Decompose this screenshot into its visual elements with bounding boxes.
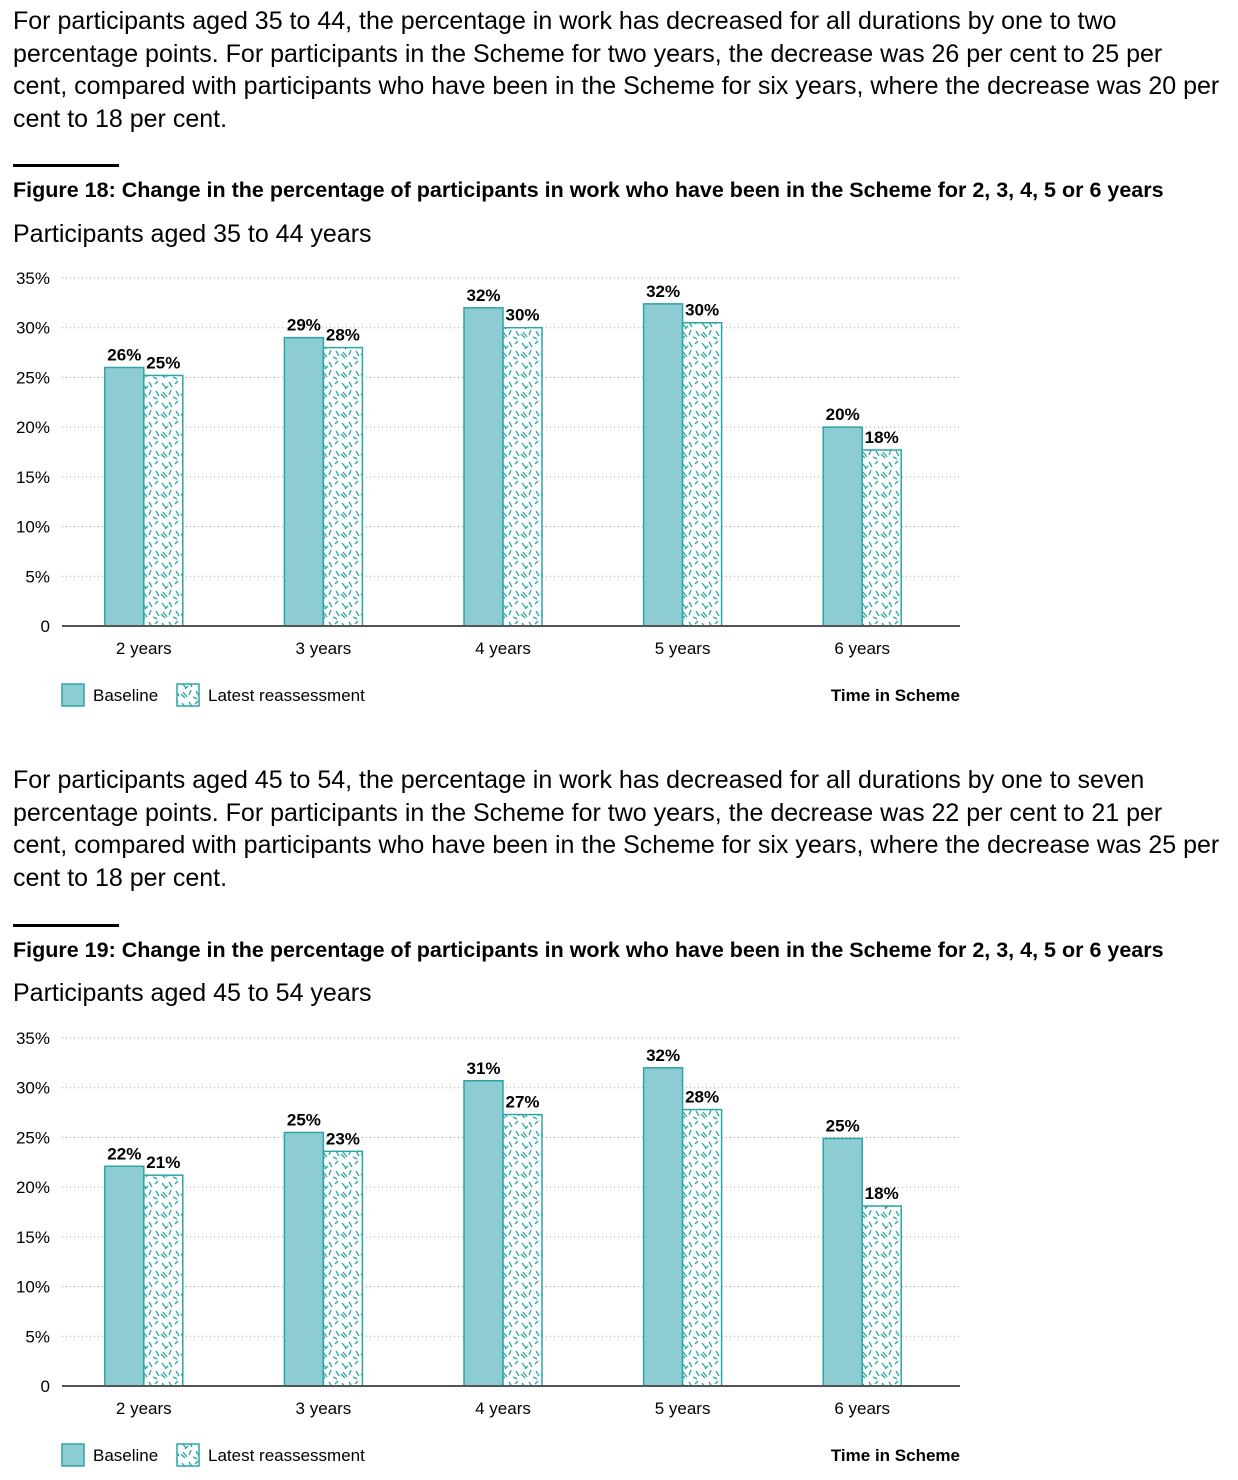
y-tick-label: 5% <box>25 567 50 586</box>
bar-baseline <box>822 1137 863 1387</box>
legend-label-latest-reassessment: Latest reassessment <box>208 686 365 705</box>
y-tick-label: 15% <box>16 468 50 487</box>
bar-baseline <box>104 1165 145 1387</box>
data-label: 18% <box>865 428 899 447</box>
legend-label-baseline: Baseline <box>93 1446 158 1465</box>
figure-19-chart: 0 5% 10% 15% 20% 25% 30% 35% 22% 21% 2 years 25% 23%… <box>16 1029 960 1467</box>
data-label: 21% <box>146 1153 180 1172</box>
y-tick-label: 15% <box>16 1228 50 1247</box>
bar-baseline <box>283 1131 325 1387</box>
data-label: 27% <box>505 1093 539 1112</box>
bar-latest-reassessment <box>502 1113 543 1387</box>
x-tick-label: 4 years <box>475 639 531 658</box>
y-tick-label: 30% <box>16 319 50 338</box>
bar-baseline <box>822 426 863 627</box>
data-label: 32% <box>466 286 500 305</box>
bar-baseline <box>104 366 145 627</box>
y-tick-label: 25% <box>16 368 50 387</box>
data-label: 25% <box>146 353 180 372</box>
legend-label-latest-reassessment: Latest reassessment <box>208 1446 365 1465</box>
bar-latest-reassessment <box>861 449 902 627</box>
y-tick-label: 20% <box>16 418 50 437</box>
intro-paragraph-2: For participants aged 45 to 54, the perc… <box>13 766 1220 892</box>
bar-latest-reassessment <box>322 346 364 627</box>
data-label: 28% <box>685 1088 719 1107</box>
y-tick-label: 5% <box>25 1327 50 1346</box>
figure-18-title: Figure 18: Change in the percentage of p… <box>13 178 1164 202</box>
bar-baseline <box>642 1067 684 1387</box>
figure-18-subtitle: Participants aged 35 to 44 years <box>13 220 372 248</box>
bar-baseline <box>283 336 325 627</box>
bar-latest-reassessment <box>681 321 723 627</box>
y-tick-label: 0 <box>41 1377 50 1396</box>
legend-swatch-latest-reassessment <box>176 683 200 707</box>
figure-18-chart: 0 5% 10% 15% 20% 25% 30% 35% 26% 25% 2 years 29% 28%… <box>16 269 960 707</box>
x-tick-label: 6 years <box>834 639 890 658</box>
x-tick-label: 3 years <box>296 1399 352 1418</box>
bar-latest-reassessment <box>502 326 543 627</box>
x-tick-label: 6 years <box>834 1399 890 1418</box>
bar-baseline <box>463 307 504 627</box>
legend-swatch-latest-reassessment <box>176 1443 200 1467</box>
figure-19-title: Figure 19: Change in the percentage of p… <box>13 938 1164 962</box>
data-label: 23% <box>326 1129 360 1148</box>
bar-latest-reassessment <box>143 374 184 627</box>
x-tick-label: 2 years <box>116 639 172 658</box>
y-tick-label: 20% <box>16 1178 50 1197</box>
x-tick-label: 5 years <box>655 639 711 658</box>
y-tick-label: 10% <box>16 518 50 537</box>
bar-latest-reassessment <box>143 1174 184 1387</box>
data-label: 29% <box>287 316 321 335</box>
data-label: 26% <box>107 345 141 364</box>
x-axis-title: Time in Scheme <box>831 686 960 705</box>
legend-label-baseline: Baseline <box>93 686 158 705</box>
x-axis-title: Time in Scheme <box>831 1446 960 1465</box>
y-tick-label: 35% <box>16 1029 50 1048</box>
data-label: 25% <box>287 1110 321 1129</box>
data-label: 30% <box>685 301 719 320</box>
data-label: 32% <box>646 1046 680 1065</box>
data-label: 28% <box>326 326 360 345</box>
data-label: 25% <box>826 1116 860 1135</box>
x-tick-label: 3 years <box>296 639 352 658</box>
legend-swatch-baseline <box>61 683 85 707</box>
data-label: 22% <box>107 1144 141 1163</box>
x-tick-label: 2 years <box>116 1399 172 1418</box>
bar-baseline <box>463 1080 504 1387</box>
figure-19-subtitle: Participants aged 45 to 54 years <box>13 979 372 1007</box>
data-label: 31% <box>466 1059 500 1078</box>
y-tick-label: 35% <box>16 269 50 288</box>
bar-latest-reassessment <box>861 1205 902 1387</box>
data-label: 32% <box>646 282 680 301</box>
y-tick-label: 30% <box>16 1079 50 1098</box>
figure-18-rule <box>13 164 119 167</box>
bar-latest-reassessment <box>681 1108 723 1387</box>
bar-baseline <box>642 303 684 627</box>
data-label: 18% <box>865 1184 899 1203</box>
intro-paragraph-1: For participants aged 35 to 44, the perc… <box>13 7 1220 133</box>
figure-19-rule <box>13 924 119 927</box>
bar-latest-reassessment <box>322 1150 364 1387</box>
data-label: 20% <box>826 405 860 424</box>
x-tick-label: 4 years <box>475 1399 531 1418</box>
x-tick-label: 5 years <box>655 1399 711 1418</box>
legend-swatch-baseline <box>61 1443 85 1467</box>
y-tick-label: 10% <box>16 1278 50 1297</box>
data-label: 30% <box>505 306 539 325</box>
y-tick-label: 25% <box>16 1128 50 1147</box>
y-tick-label: 0 <box>41 617 50 636</box>
